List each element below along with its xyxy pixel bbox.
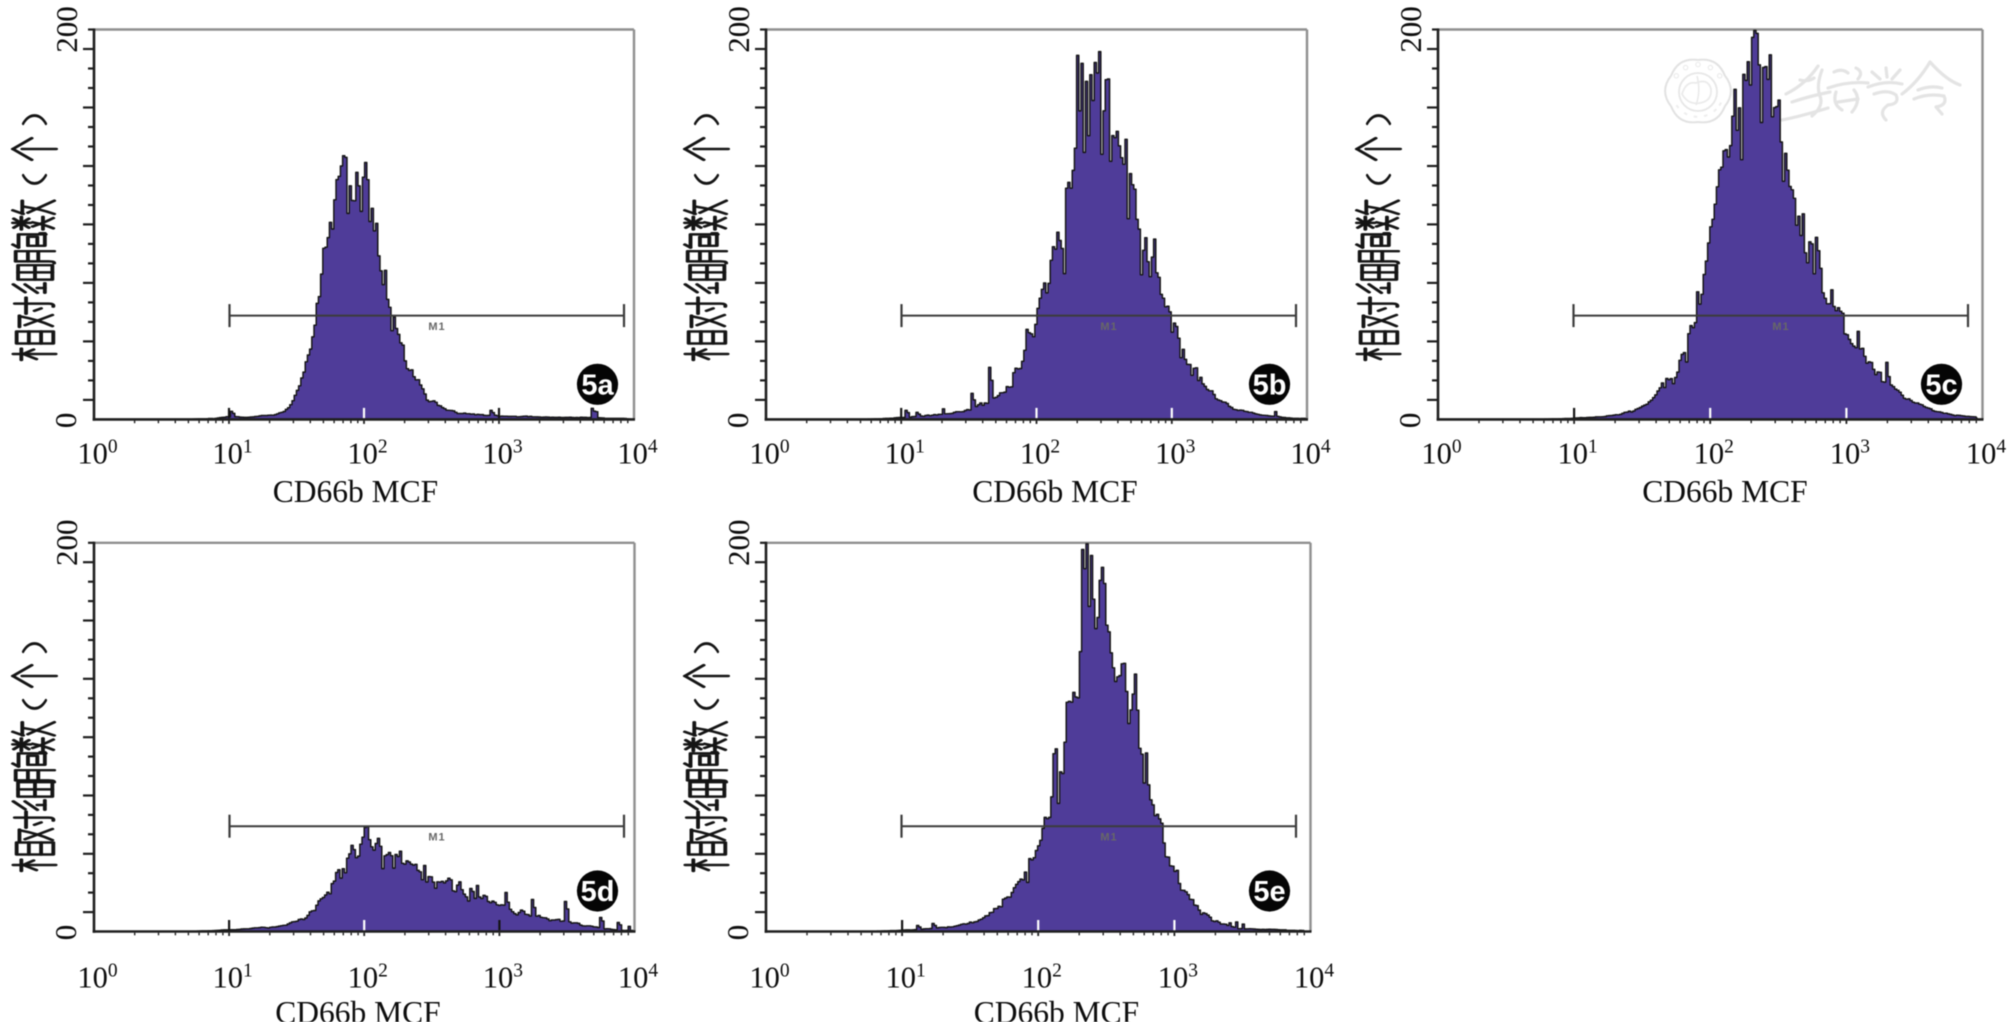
svg-text:5a: 5a bbox=[581, 370, 614, 402]
svg-text:0: 0 bbox=[720, 925, 755, 941]
svg-text:0: 0 bbox=[1392, 413, 1427, 429]
svg-text:0: 0 bbox=[48, 413, 83, 429]
svg-text:CD66b MCF: CD66b MCF bbox=[974, 995, 1139, 1022]
svg-text:200: 200 bbox=[49, 6, 84, 53]
svg-text:200: 200 bbox=[49, 520, 84, 567]
svg-text:M1: M1 bbox=[428, 321, 445, 333]
svg-text:100: 100 bbox=[1421, 437, 1461, 471]
svg-text:M1: M1 bbox=[1100, 832, 1117, 844]
svg-text:200: 200 bbox=[1393, 6, 1428, 53]
svg-text:200: 200 bbox=[721, 6, 756, 53]
svg-text:5d: 5d bbox=[581, 876, 615, 908]
svg-text:0: 0 bbox=[48, 925, 83, 941]
svg-text:200: 200 bbox=[721, 520, 756, 567]
svg-text:M1: M1 bbox=[1100, 321, 1117, 333]
svg-text:CD66b MCF: CD66b MCF bbox=[1642, 474, 1807, 509]
svg-text:0: 0 bbox=[720, 413, 755, 429]
svg-text:5b: 5b bbox=[1253, 370, 1287, 402]
svg-text:5e: 5e bbox=[1253, 876, 1285, 908]
svg-text:M1: M1 bbox=[1772, 321, 1789, 333]
svg-text:CD66b MCF: CD66b MCF bbox=[273, 474, 438, 509]
svg-text:5c: 5c bbox=[1925, 370, 1957, 402]
svg-text:CD66b MCF: CD66b MCF bbox=[275, 995, 440, 1022]
svg-text:103: 103 bbox=[1155, 437, 1195, 471]
svg-text:CD66b MCF: CD66b MCF bbox=[972, 474, 1137, 509]
svg-text:M1: M1 bbox=[428, 832, 445, 844]
